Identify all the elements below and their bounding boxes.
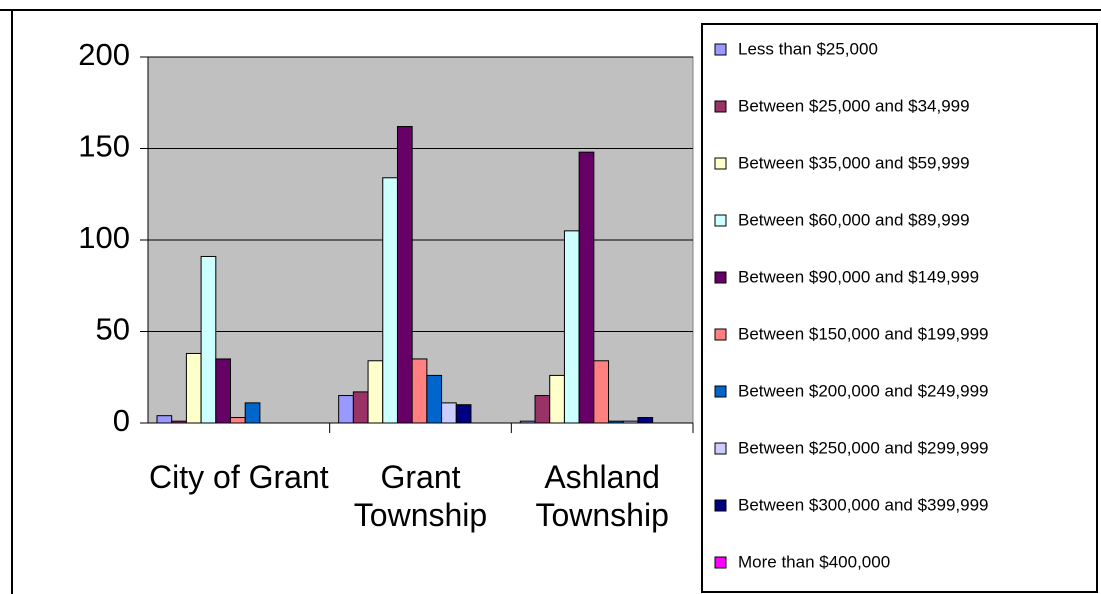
y-tick-label: 100 <box>78 220 130 255</box>
legend-label: Between $300,000 and $399,999 <box>738 495 989 514</box>
bar <box>200 255 217 424</box>
bar <box>426 374 443 424</box>
bar <box>563 230 580 424</box>
bar <box>215 358 232 424</box>
legend-label: More than $400,000 <box>738 552 890 571</box>
x-tick-label: City of Grant <box>149 459 329 495</box>
bar <box>338 395 354 424</box>
bar <box>411 358 428 424</box>
legend-swatch <box>714 442 727 455</box>
x-tick-label: Ashland Township <box>535 459 669 533</box>
legend-swatch <box>714 43 727 56</box>
legend-label: Between $35,000 and $59,999 <box>738 153 970 172</box>
bar <box>156 415 173 424</box>
bar <box>396 126 413 424</box>
bar <box>455 404 472 424</box>
bar <box>230 417 246 424</box>
bar <box>519 420 536 424</box>
bar <box>185 352 202 424</box>
legend-label: Between $250,000 and $299,999 <box>738 438 989 457</box>
bar <box>171 420 187 424</box>
x-tick-label: Grant Township <box>353 459 488 533</box>
bar <box>244 402 261 424</box>
y-tick-label: 200 <box>78 37 130 72</box>
legend-label: Less than $25,000 <box>738 39 878 58</box>
legend-swatch <box>714 556 727 569</box>
bar <box>534 395 551 424</box>
bar <box>608 420 624 424</box>
legend-label: Between $60,000 and $89,999 <box>738 210 970 229</box>
y-tick-label: 0 <box>113 403 130 438</box>
bar <box>441 402 457 424</box>
legend-swatch <box>714 499 727 512</box>
bar <box>549 374 565 424</box>
bar <box>622 420 639 424</box>
legend-label: Between $25,000 and $34,999 <box>738 96 970 115</box>
legend-swatch <box>714 214 727 227</box>
legend-swatch <box>714 157 727 170</box>
y-tick-label: 150 <box>78 129 130 164</box>
legend-label: Between $200,000 and $249,999 <box>738 381 989 400</box>
legend-swatch <box>714 328 727 341</box>
bar <box>578 151 595 424</box>
bar <box>637 417 654 424</box>
y-tick-label: 50 <box>96 312 130 347</box>
legend-swatch <box>714 271 727 284</box>
bar <box>367 360 384 424</box>
legend-label: Between $150,000 and $199,999 <box>738 324 989 343</box>
legend-label: Between $90,000 and $149,999 <box>738 267 979 286</box>
bar <box>593 360 610 424</box>
legend-box <box>701 23 1098 593</box>
legend-swatch <box>714 385 727 398</box>
bar <box>382 177 398 424</box>
bar <box>352 391 369 424</box>
legend-swatch <box>714 100 727 113</box>
